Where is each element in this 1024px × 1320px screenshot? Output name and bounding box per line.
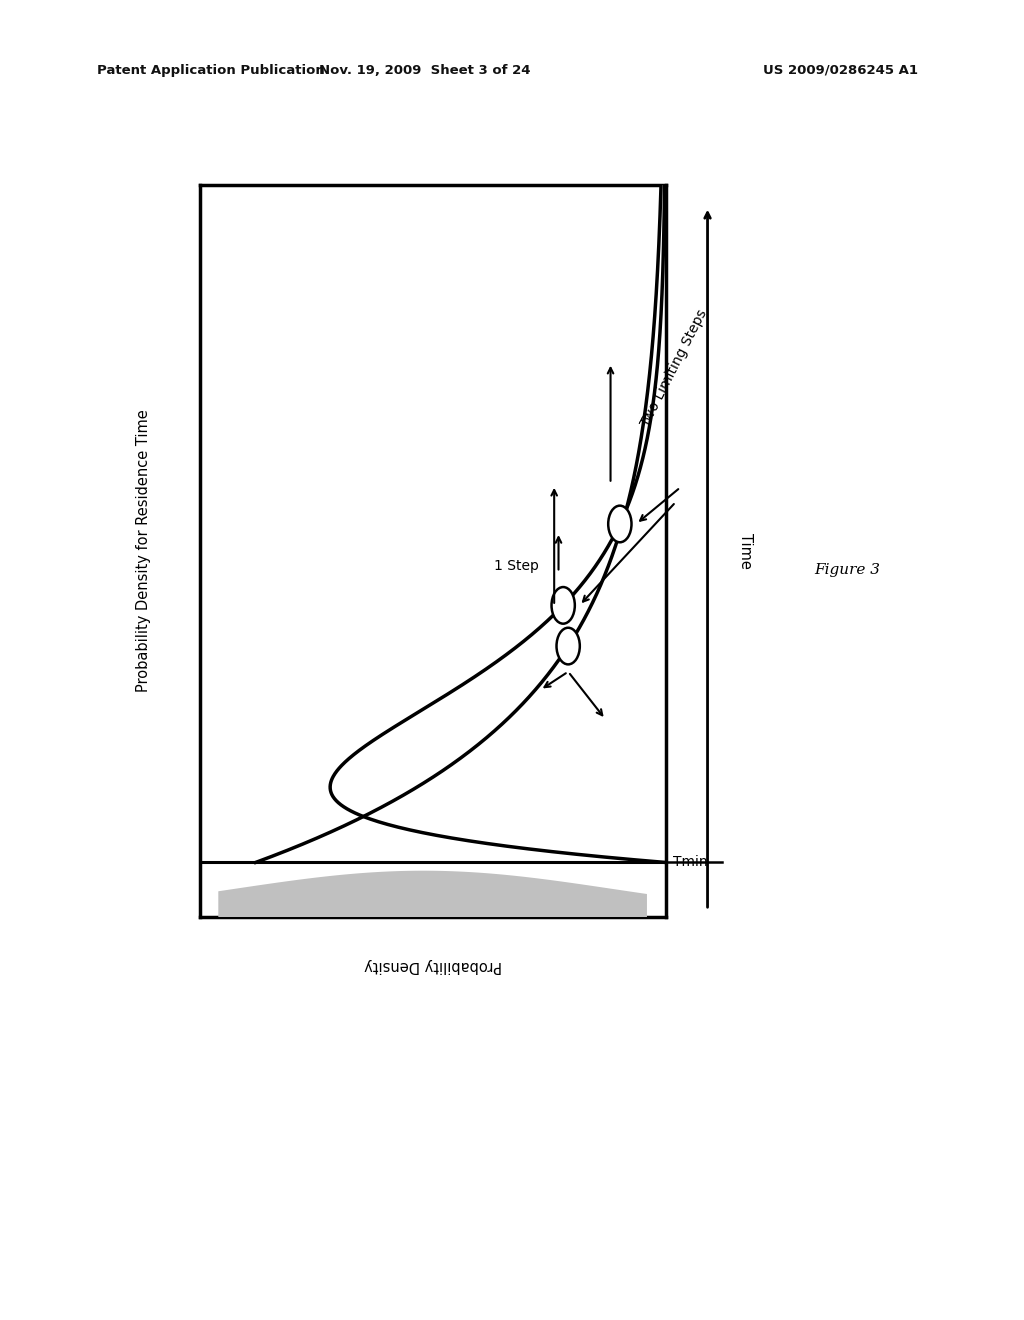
- Text: 1 Step: 1 Step: [495, 558, 540, 573]
- Text: Patent Application Publication: Patent Application Publication: [97, 63, 325, 77]
- Text: Probability Density for Residence Time: Probability Density for Residence Time: [136, 409, 152, 693]
- Circle shape: [552, 587, 574, 623]
- Circle shape: [608, 506, 632, 543]
- Text: Tmin: Tmin: [673, 855, 708, 870]
- Text: Probability Density: Probability Density: [364, 958, 502, 973]
- Text: US 2009/0286245 A1: US 2009/0286245 A1: [763, 63, 918, 77]
- Polygon shape: [218, 871, 647, 917]
- Text: Figure 3: Figure 3: [814, 564, 880, 577]
- Circle shape: [556, 628, 580, 664]
- Text: Two Limiting Steps: Two Limiting Steps: [639, 306, 710, 429]
- Text: Time: Time: [738, 533, 753, 569]
- Text: Nov. 19, 2009  Sheet 3 of 24: Nov. 19, 2009 Sheet 3 of 24: [319, 63, 530, 77]
